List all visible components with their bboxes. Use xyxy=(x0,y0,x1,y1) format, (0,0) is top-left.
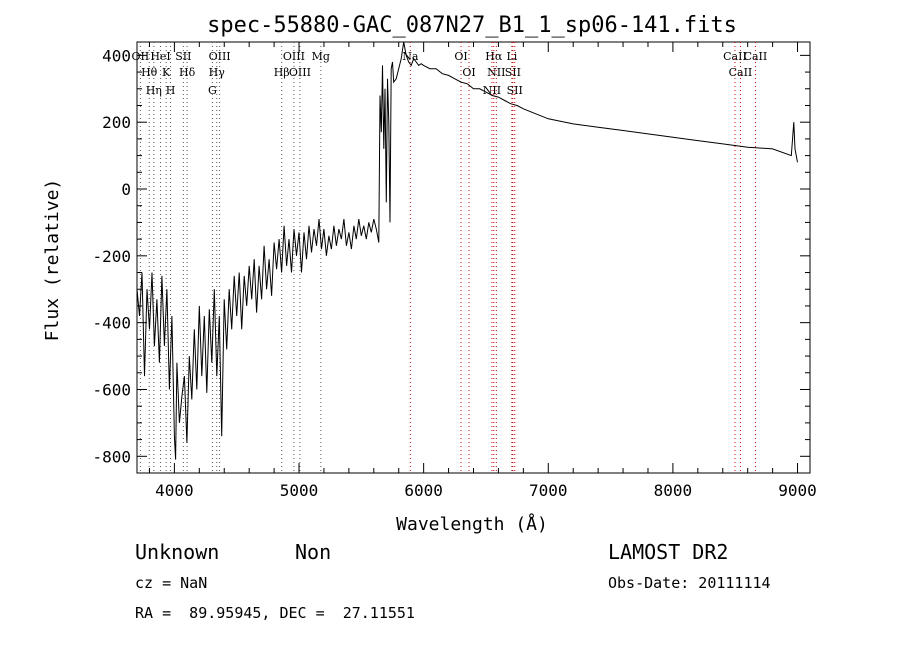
y-tick-label: -600 xyxy=(92,380,131,399)
line-marker-label: Li xyxy=(506,50,517,63)
series-layer xyxy=(136,41,798,460)
x-tick-label: 5000 xyxy=(280,481,319,500)
line-marker-label: OII xyxy=(132,50,150,63)
line-marker-label: SII xyxy=(507,84,523,97)
line-marker-label: Hη xyxy=(146,84,162,97)
plot-frame xyxy=(136,41,811,474)
line-marker-label: H xyxy=(166,84,176,97)
line-marker-label: Hδ xyxy=(179,66,196,79)
y-tick-label: -400 xyxy=(92,314,131,333)
line-marker-label: OI xyxy=(462,66,475,79)
chart-title: spec-55880-GAC_087N27_B1_1_sp06-141.fits xyxy=(207,13,737,38)
line-marker-label: Hα xyxy=(485,50,503,63)
line-markers xyxy=(139,42,756,473)
line-marker-label: OIII xyxy=(289,66,311,79)
line-marker-label: OIII xyxy=(283,50,305,63)
line-marker-label: OI xyxy=(454,50,467,63)
x-tick-label: 6000 xyxy=(404,481,443,500)
x-tick-label: 8000 xyxy=(654,481,693,500)
axis-ticks: 4000 5000 6000 7000 8000 9000-800-600-400-200… xyxy=(92,42,817,500)
line-marker-label: OIII xyxy=(209,50,231,63)
line-marker-label: Hθ xyxy=(141,66,158,79)
y-tick-label: -200 xyxy=(92,247,131,266)
y-tick-label: -800 xyxy=(92,447,131,466)
x-tick-label: 9000 xyxy=(778,481,817,500)
obs-date: Obs-Date: 20111114 xyxy=(608,574,771,592)
object-class: Unknown xyxy=(135,540,220,564)
spectrum-line xyxy=(136,41,798,460)
x-tick-label: 4000 xyxy=(155,481,194,500)
line-marker-label: Hβ xyxy=(274,66,290,79)
line-marker-label: Hγ xyxy=(209,66,226,79)
line-marker-label: NII xyxy=(483,84,501,97)
line-marker-label: NII xyxy=(487,66,505,79)
line-marker-label: K xyxy=(162,66,171,79)
object-subclass: Non xyxy=(295,540,332,564)
y-tick-label: 0 xyxy=(121,180,131,199)
coordinates: RA = 89.95945, DEC = 27.11551 xyxy=(135,604,415,622)
line-marker-label: CaII xyxy=(744,50,768,63)
redshift-cz: cz = NaN xyxy=(135,574,208,592)
y-tick-label: 200 xyxy=(102,113,131,132)
line-marker-label: HeI xyxy=(150,50,170,63)
line-marker-label: Na xyxy=(402,50,419,63)
line-marker-label: SII xyxy=(505,66,521,79)
line-marker-label: G xyxy=(208,84,217,97)
line-marker-label: CaII xyxy=(729,66,753,79)
y-axis-label: Flux (relative) xyxy=(42,179,63,342)
line-marker-label: Mg xyxy=(312,50,330,63)
line-marker-label: CaII xyxy=(723,50,747,63)
y-tick-label: 400 xyxy=(102,46,131,65)
x-tick-label: 7000 xyxy=(529,481,568,500)
line-marker-label: SII xyxy=(175,50,191,63)
x-axis-label: Wavelength (Å) xyxy=(396,513,548,535)
survey-name: LAMOST DR2 xyxy=(608,540,729,564)
